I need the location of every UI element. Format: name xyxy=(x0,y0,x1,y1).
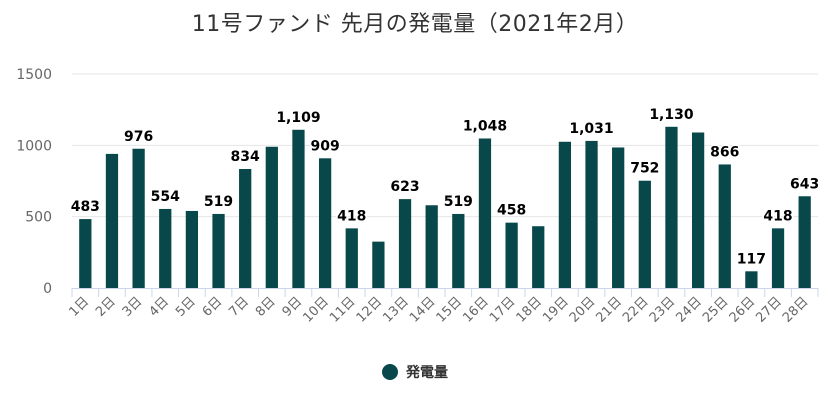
x-tick-label: 3日 xyxy=(120,294,146,320)
x-tick-label: 8日 xyxy=(253,294,279,320)
x-tick-label: 20日 xyxy=(567,294,598,325)
bar[interactable] xyxy=(718,164,731,288)
bar[interactable] xyxy=(771,228,785,288)
data-label: 909 xyxy=(310,138,339,154)
x-tick-label: 6日 xyxy=(200,294,226,320)
x-tick-label: 5日 xyxy=(173,294,199,320)
data-label: 643 xyxy=(790,176,819,192)
x-tick-label: 1日 xyxy=(66,294,92,320)
legend[interactable]: 発電量 xyxy=(0,362,830,382)
bar[interactable] xyxy=(585,140,598,288)
bar[interactable] xyxy=(425,205,438,288)
bar[interactable] xyxy=(478,138,492,288)
x-tick-label: 7日 xyxy=(226,294,252,320)
bar[interactable] xyxy=(691,132,705,288)
x-tick-label: 23日 xyxy=(647,294,678,325)
y-tick-label: 1500 xyxy=(16,67,52,83)
bar[interactable] xyxy=(159,208,172,288)
x-tick-label: 15日 xyxy=(434,294,465,325)
x-tick-label: 11日 xyxy=(327,294,358,325)
data-label: 866 xyxy=(710,144,739,160)
data-label: 1,130 xyxy=(649,107,694,123)
data-label: 976 xyxy=(124,129,153,145)
data-label: 623 xyxy=(390,179,419,195)
bar[interactable] xyxy=(212,213,225,288)
y-tick-label: 500 xyxy=(25,210,52,226)
data-label: 1,109 xyxy=(276,110,320,126)
bar[interactable] xyxy=(505,222,518,288)
legend-label: 発電量 xyxy=(406,365,448,381)
bar[interactable] xyxy=(185,210,199,288)
bar[interactable] xyxy=(345,228,358,288)
x-tick-label: 12日 xyxy=(354,294,385,325)
data-label: 554 xyxy=(151,189,180,205)
x-tick-label: 28日 xyxy=(780,294,811,325)
data-label: 519 xyxy=(204,194,233,210)
bar[interactable] xyxy=(665,126,678,288)
data-label: 1,048 xyxy=(463,118,507,134)
bar[interactable] xyxy=(105,153,119,288)
data-label: 1,031 xyxy=(569,121,613,137)
bar[interactable] xyxy=(452,213,465,288)
x-tick-label: 2日 xyxy=(93,294,119,320)
x-tick-label: 21日 xyxy=(594,294,625,325)
data-label: 117 xyxy=(737,251,766,267)
bar[interactable] xyxy=(318,158,332,288)
x-tick-label: 24日 xyxy=(673,294,704,325)
chart-title: 11号ファンド 先月の発電量（2021年2月） xyxy=(191,12,639,37)
data-label: 483 xyxy=(71,199,100,215)
data-label: 834 xyxy=(231,149,260,165)
x-tick-label: 22日 xyxy=(620,294,651,325)
x-tick-label: 18日 xyxy=(514,294,545,325)
bar[interactable] xyxy=(558,141,572,288)
bar[interactable] xyxy=(132,148,145,288)
x-tick-label: 25日 xyxy=(700,294,731,325)
x-tick-label: 13日 xyxy=(380,294,411,325)
x-tick-label: 26日 xyxy=(727,294,758,325)
bar[interactable] xyxy=(798,196,811,288)
x-tick-label: 17日 xyxy=(487,294,518,325)
x-tick-label: 4日 xyxy=(146,294,172,320)
bar[interactable] xyxy=(79,219,92,288)
bar[interactable] xyxy=(745,271,758,288)
data-label: 519 xyxy=(444,194,473,210)
x-tick-label: 27日 xyxy=(753,294,784,325)
legend-marker-icon xyxy=(382,364,398,380)
bar[interactable] xyxy=(239,169,252,288)
y-tick-label: 1000 xyxy=(16,138,52,154)
data-label: 418 xyxy=(763,208,792,224)
data-label: 418 xyxy=(337,208,366,224)
bar[interactable] xyxy=(398,199,412,288)
data-label: 752 xyxy=(630,161,659,177)
x-tick-label: 10日 xyxy=(300,294,331,325)
x-tick-label: 16日 xyxy=(460,294,491,325)
data-label: 458 xyxy=(497,203,526,219)
bar[interactable] xyxy=(265,146,278,288)
bar[interactable] xyxy=(638,180,651,288)
y-tick-label: 0 xyxy=(43,281,52,297)
bar[interactable] xyxy=(612,147,625,288)
bar[interactable] xyxy=(532,226,545,288)
x-tick-label: 19日 xyxy=(540,294,571,325)
x-tick-label: 14日 xyxy=(407,294,438,325)
bar[interactable] xyxy=(292,129,305,288)
bar[interactable] xyxy=(372,241,385,288)
